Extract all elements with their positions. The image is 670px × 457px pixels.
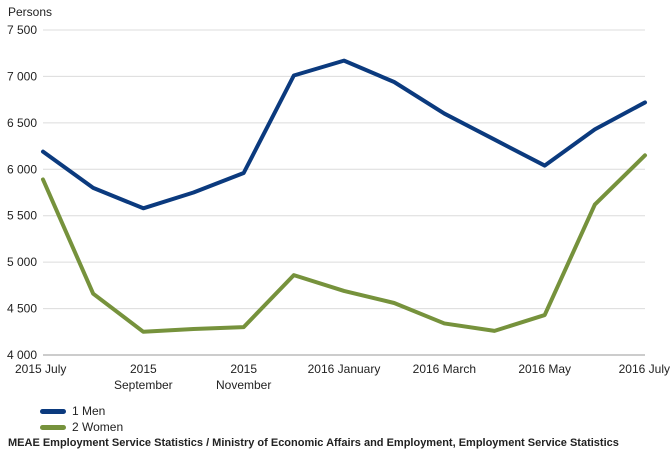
y-tick-label: 4 000	[7, 348, 37, 362]
line-chart: Persons 4 000 4 500 5 000 5 500 6 000 6 500 7 …	[7, 5, 670, 392]
y-axis-tick-labels: 4 000 4 500 5 000 5 500 6 000 6 500 7 000 7 500	[7, 23, 37, 362]
y-tick-label: 5 500	[7, 209, 37, 223]
y-axis-unit-label: Persons	[8, 5, 52, 19]
x-tick-label: 2015 July	[15, 362, 66, 376]
series-line-2	[41, 153, 647, 334]
legend-item: 1 Men	[40, 403, 123, 419]
legend-swatch	[40, 408, 66, 414]
y-tick-label: 6 000	[7, 162, 37, 176]
y-tick-label: 6 500	[7, 116, 37, 130]
x-tick-label: 2016 January	[308, 362, 381, 376]
legend-label: 1 Men	[72, 404, 106, 418]
legend: 1 Men 2 Women	[40, 403, 123, 435]
legend-item: 2 Women	[40, 419, 123, 435]
legend-label: 2 Women	[72, 420, 124, 434]
legend-swatch	[40, 424, 66, 430]
x-tick-label: 2015 November	[216, 362, 271, 392]
source-note: MEAE Employment Service Statistics / Min…	[8, 437, 619, 449]
x-tick-label: 2016 May	[518, 362, 571, 376]
x-tick-label: 2016 March	[413, 362, 476, 376]
series-lines	[41, 58, 647, 334]
y-tick-label: 7 500	[7, 23, 37, 37]
y-tick-label: 7 000	[7, 69, 37, 83]
y-tick-label: 4 500	[7, 302, 37, 316]
x-tick-label: 2015 September	[114, 362, 173, 392]
y-tick-label: 5 000	[7, 255, 37, 269]
gridlines	[43, 29, 645, 356]
series-line-1	[41, 58, 647, 211]
x-tick-label: 2016 July	[619, 362, 670, 376]
x-axis-tick-labels: 2015 July 2015 September 2015 November 2016 J…	[15, 362, 670, 392]
